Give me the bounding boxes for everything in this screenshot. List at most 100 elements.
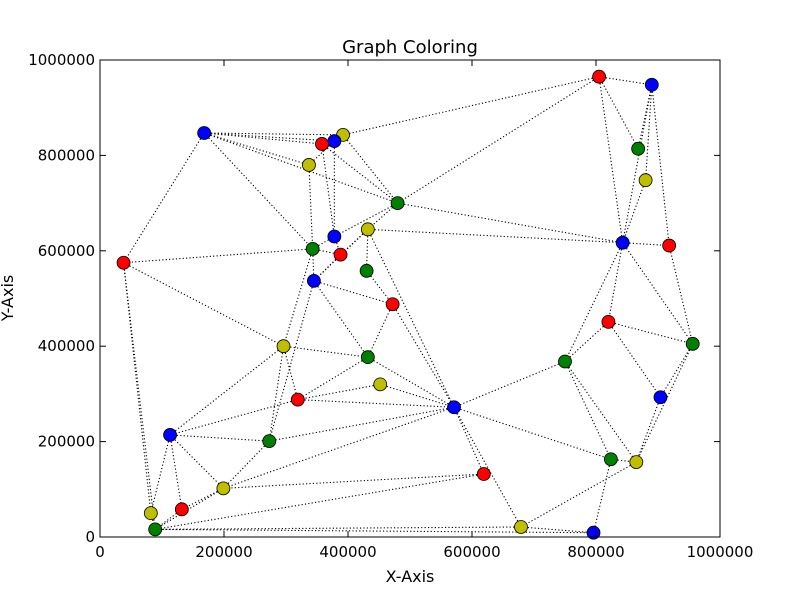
y-tick-label-3: 600000 <box>38 242 95 260</box>
plot-frame <box>99 59 721 538</box>
graph-node-18-blue <box>306 273 321 288</box>
graph-node-14-green <box>305 241 320 256</box>
graph-edge-80 <box>222 440 270 489</box>
graph-edge-2 <box>397 76 600 204</box>
graph-node-13-red <box>662 238 677 253</box>
graph-edge-60 <box>268 346 285 442</box>
graph-edge-32 <box>622 242 670 247</box>
graph-edge-36 <box>622 180 647 243</box>
graph-node-2-blue <box>197 126 212 140</box>
graph-node-9-green <box>390 196 405 211</box>
graph-node-39-blue <box>586 525 601 540</box>
graph-node-35-red <box>174 502 189 517</box>
x-tick-label-0: 0 <box>95 543 105 561</box>
graph-edge-45 <box>123 262 152 514</box>
graph-node-22-yellow <box>276 339 291 354</box>
graph-edge-58 <box>282 346 299 400</box>
graph-node-27-red <box>290 392 305 407</box>
graph-edge-4 <box>598 76 624 243</box>
graph-node-30-green <box>262 434 277 449</box>
y-tick-label-2: 400000 <box>38 337 95 355</box>
graph-edge-7 <box>622 84 653 243</box>
graph-edge-13 <box>203 132 314 250</box>
graph-edge-65 <box>564 361 637 463</box>
graph-edge-74 <box>453 406 612 460</box>
y-tick-label-0: 0 <box>85 528 95 546</box>
graph-node-34-yellow <box>216 481 231 496</box>
graph-edge-35 <box>622 242 694 345</box>
graph-node-32-yellow <box>629 455 644 470</box>
graph-edge-49 <box>268 280 315 442</box>
graph-edge-29 <box>367 229 455 408</box>
graph-edge-77 <box>169 434 224 489</box>
graph-edge-9 <box>204 132 344 136</box>
graph-edge-64 <box>564 361 612 460</box>
graph-node-28-blue <box>447 400 461 415</box>
graph-edge-12 <box>203 132 310 166</box>
x-tick-label-2: 400000 <box>319 543 376 561</box>
graph-node-4-blue <box>327 134 342 148</box>
graph-node-23-green <box>360 350 375 365</box>
graph-edge-46 <box>366 270 394 305</box>
graph-node-31-green <box>603 452 618 467</box>
graph-node-25-yellow <box>373 377 388 392</box>
graph-edge-82 <box>592 459 612 533</box>
graph-node-8-yellow <box>638 173 653 188</box>
graph-edge-6 <box>645 84 653 181</box>
graph-edge-21 <box>308 164 314 249</box>
graph-node-15-red <box>333 247 348 262</box>
graph-edge-66 <box>297 383 381 401</box>
graph-node-36-yellow <box>143 506 158 521</box>
graph-node-7-yellow <box>302 158 316 172</box>
graph-node-19-red <box>385 297 400 312</box>
graph-edge-86 <box>181 487 224 510</box>
graph-node-33-red <box>476 467 491 481</box>
graph-edge-57 <box>283 345 368 358</box>
graph-edge-85 <box>155 473 484 530</box>
graph-node-10-yellow <box>360 222 375 237</box>
graph-node-37-yellow <box>514 520 528 534</box>
y-tick-label-5: 1000000 <box>28 51 95 69</box>
x-tick-label-4: 800000 <box>567 543 624 561</box>
graph-edge-68 <box>635 397 661 463</box>
edges-layer <box>123 76 694 534</box>
ticks-layer: 0 200000 400000 600000 800000 1000000 0 200000 4… <box>28 51 753 561</box>
graph-node-24-green <box>558 354 572 369</box>
x-tick-label-5: 1000000 <box>687 543 754 561</box>
graph-edge-47 <box>313 280 393 305</box>
graph-edge-15 <box>203 132 398 204</box>
graph-edge-56 <box>635 343 694 463</box>
graph-edge-71 <box>269 406 455 442</box>
nodes-layer <box>116 69 700 540</box>
graph-node-12-blue <box>615 235 630 250</box>
graph-edge-61 <box>297 356 369 401</box>
graph-edge-43 <box>123 262 284 347</box>
graph-node-5-red <box>315 137 329 151</box>
graph-node-21-green <box>685 336 700 351</box>
x-axis-title: X-Axis <box>386 567 435 586</box>
graph-edge-3 <box>598 76 639 149</box>
graph-edge-54 <box>608 321 693 345</box>
graph-edge-41 <box>312 248 341 256</box>
y-tick-label-4: 800000 <box>38 146 95 164</box>
graph-edge-26 <box>366 229 369 271</box>
graph-node-11-blue <box>327 229 342 244</box>
graph-edge-84 <box>223 473 484 489</box>
graph-node-26-blue <box>653 390 668 405</box>
graph-node-20-red <box>601 314 616 329</box>
chart-title: Graph Coloring <box>342 37 478 58</box>
graph-node-0-red <box>592 69 606 84</box>
graph-edge-78 <box>169 434 183 510</box>
graph-edge-59 <box>169 345 284 436</box>
graph-node-6-green <box>631 141 646 156</box>
graph-edge-16 <box>342 134 399 204</box>
graph-node-17-green <box>359 263 374 278</box>
graph-edge-50 <box>367 303 394 358</box>
x-tick-label-1: 200000 <box>195 543 252 561</box>
graph-edge-0 <box>599 76 652 86</box>
y-tick-label-1: 200000 <box>38 433 95 451</box>
graph-node-1-blue <box>644 77 659 92</box>
graph-edge-69 <box>297 399 455 408</box>
